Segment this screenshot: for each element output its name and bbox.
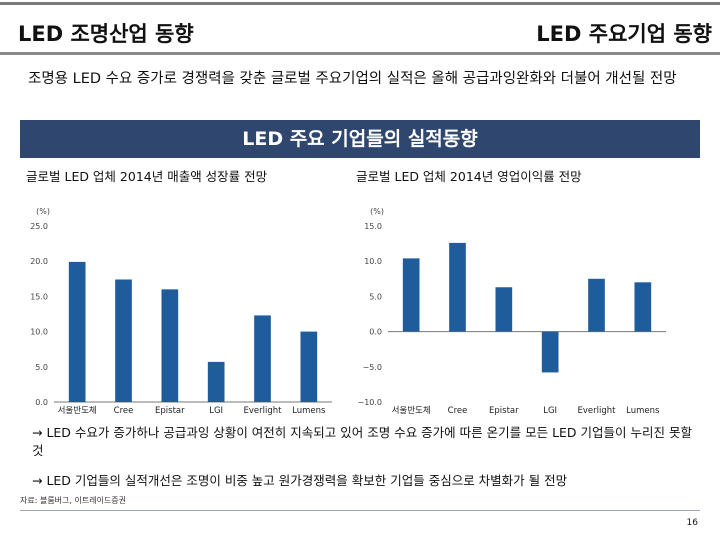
note-2: → LED 기업들의 실적개선은 조명이 비중 높고 원가경쟁력을 확보한 기업… [32,473,568,488]
operating-margin-chart: (%) 15.0 10.0 5.0 0.0 −5.0 −10.0 서울반도체 Cree Epist… [356,196,676,418]
bar-0 [68,261,86,402]
operating-margin-chart-svg: (%) 15.0 10.0 5.0 0.0 −5.0 −10.0 서울반도체 Cree Epist… [357,207,666,416]
slide-title: LED 주요기업 동향 [536,22,712,46]
x-tick-label: LGI [209,406,223,416]
bar-3 [541,331,559,373]
source-note: 자료: 블룸버그, 이트레이드증권 [20,496,127,505]
y-tick-label: 15.0 [364,222,382,231]
bar-5 [634,282,652,332]
y-tick-label: 10.0 [364,257,382,266]
banner-title: LED 주요 기업들의 실적동향 [20,120,700,158]
y-tick-label: 5.0 [369,292,382,301]
footer-rule [20,510,700,511]
revenue-growth-chart: (%) 25.0 20.0 15.0 10.0 5.0 0.0 서울반도체 Cree Epista… [22,196,342,418]
y-tick-label: 25.0 [30,222,48,231]
y-tick-label: 10.0 [30,328,48,337]
x-tick-label: Cree [448,406,468,416]
lead-text: 조명용 LED 수요 증가로 경쟁력을 갖춘 글로벌 주요기업의 실적은 올해 … [28,71,677,87]
bar-3 [207,361,225,402]
page-number: 16 [686,518,698,528]
x-tick-label: Everlight [578,406,617,416]
x-tick-label: Lumens [626,406,660,416]
section-title: LED 조명산업 동향 [18,22,194,46]
note-1: → LED 수요가 증가하나 공급과잉 상황이 여전히 지속되고 있어 조명 수… [32,425,692,458]
bar-4 [588,278,605,332]
chart-title-operating-margin: 글로벌 LED 업체 2014년 영업이익률 전망 [356,169,582,184]
bar-0 [402,258,420,332]
bar-2 [495,287,513,332]
bar-4 [254,315,271,402]
y-tick-label: 0.0 [35,398,48,407]
x-tick-label: Epistar [155,406,185,416]
y-tick-label: 0.0 [369,328,382,337]
revenue-growth-chart-svg: (%) 25.0 20.0 15.0 10.0 5.0 0.0 서울반도체 Cree Epista… [30,207,332,416]
bar-5 [300,331,318,402]
y-tick-label: −10.0 [357,398,382,407]
bar-2 [161,289,179,402]
x-tick-label: 서울반도체 [392,405,431,416]
header-rule [0,52,720,55]
y-unit-label: (%) [36,207,50,216]
y-unit-label: (%) [370,207,384,216]
bar-1 [115,279,132,402]
x-tick-label: Everlight [244,406,283,416]
x-tick-label: Cree [114,406,134,416]
top-rule [0,2,720,5]
x-tick-label: Epistar [489,406,519,416]
y-tick-label: 5.0 [35,363,48,372]
x-tick-label: 서울반도체 [58,405,97,416]
y-tick-label: −5.0 [363,363,382,372]
y-tick-label: 15.0 [30,292,48,301]
x-tick-label: LGI [543,406,557,416]
chart-title-revenue-growth: 글로벌 LED 업체 2014년 매출액 성장률 전망 [26,169,268,184]
bar-1 [449,242,466,332]
x-tick-label: Lumens [292,406,326,416]
y-tick-label: 20.0 [30,257,48,266]
